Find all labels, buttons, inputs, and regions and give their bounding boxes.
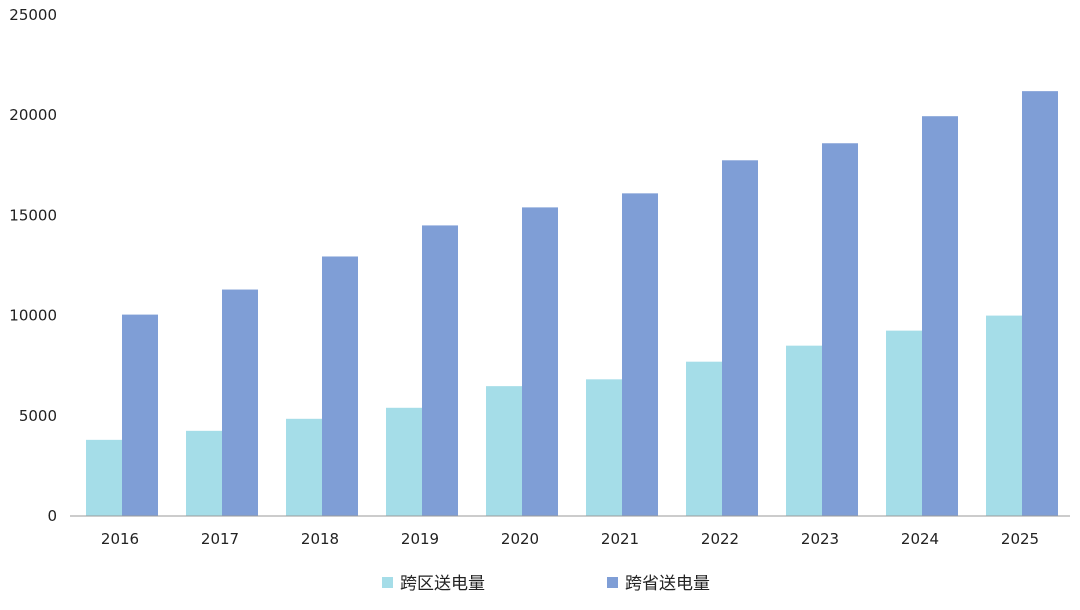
x-tick-label: 2025 xyxy=(1001,530,1039,548)
legend-swatch xyxy=(382,577,393,588)
x-tick-label: 2024 xyxy=(901,530,939,548)
legend-swatch xyxy=(607,577,618,588)
bar-series1-2019 xyxy=(386,407,422,516)
bar-series1-2022 xyxy=(686,361,722,516)
x-tick-label: 2022 xyxy=(701,530,739,548)
bar-series1-2025 xyxy=(986,315,1022,516)
bar-series1-2021 xyxy=(586,379,622,516)
y-tick-label: 5000 xyxy=(19,407,57,425)
x-axis: 2016 2017 2018 2019 2020 2021 2022 2023 2024 2025 xyxy=(101,530,1039,548)
bar-series1-2016 xyxy=(86,439,122,516)
bar-series2-2023 xyxy=(822,143,858,517)
y-tick-label: 20000 xyxy=(9,106,57,124)
bar-series1-2023 xyxy=(786,345,822,516)
x-tick-label: 2020 xyxy=(501,530,539,548)
x-tick-label: 2016 xyxy=(101,530,139,548)
bar-series2-2019 xyxy=(422,225,458,517)
y-axis: 0 5000 10000 15000 20000 25000 xyxy=(9,6,57,525)
x-tick-label: 2023 xyxy=(801,530,839,548)
bar-series2-2017 xyxy=(222,289,258,516)
bar-series1-2020 xyxy=(486,386,522,516)
bar-series2-2016 xyxy=(122,314,158,516)
bar-series2-2022 xyxy=(722,160,758,517)
legend-label: 跨区送电量 xyxy=(400,574,485,594)
x-tick-label: 2021 xyxy=(601,530,639,548)
x-tick-label: 2017 xyxy=(201,530,239,548)
legend: 跨区送电量 跨省送电量 xyxy=(382,574,710,594)
y-tick-label: 15000 xyxy=(9,206,57,224)
bar-series2-2018 xyxy=(322,256,358,516)
x-tick-label: 2019 xyxy=(401,530,439,548)
bar-series2-2020 xyxy=(522,207,558,516)
bar-series1-2018 xyxy=(286,418,322,516)
legend-label: 跨省送电量 xyxy=(625,574,710,594)
y-tick-label: 25000 xyxy=(9,6,57,24)
bar-series1-2017 xyxy=(186,430,222,516)
y-tick-label: 0 xyxy=(47,507,57,525)
bar-series2-2024 xyxy=(922,116,958,517)
plot-area xyxy=(86,91,1058,517)
y-tick-label: 10000 xyxy=(9,307,57,325)
bar-series1-2024 xyxy=(886,330,922,516)
bar-series2-2025 xyxy=(1022,91,1058,516)
bar-series2-2021 xyxy=(622,193,658,516)
x-tick-label: 2018 xyxy=(301,530,339,548)
